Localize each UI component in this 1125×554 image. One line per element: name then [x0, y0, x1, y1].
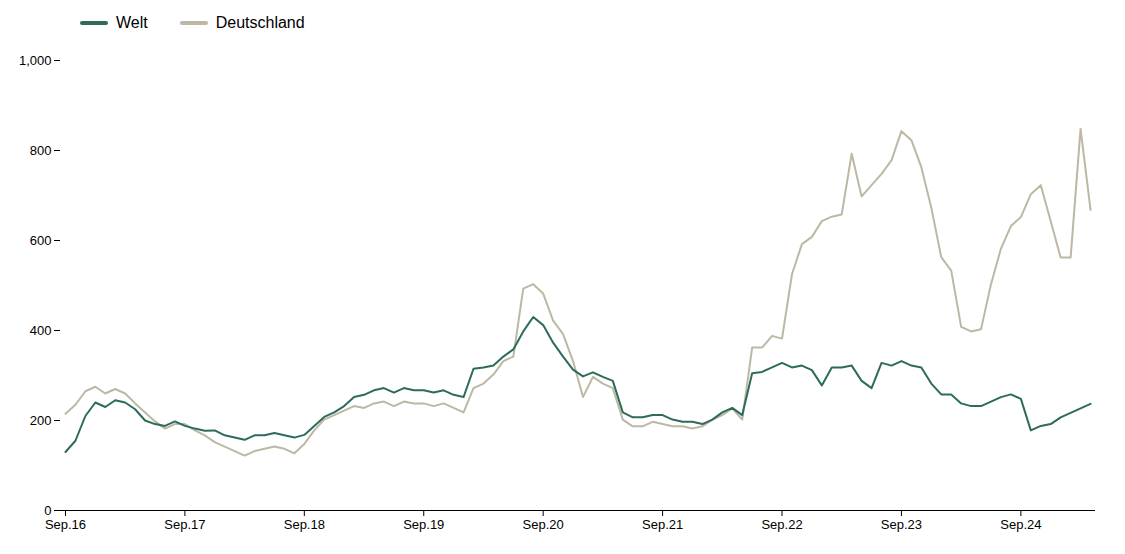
- svg-text:600: 600: [30, 233, 52, 248]
- svg-text:Sep.22: Sep.22: [761, 517, 802, 532]
- svg-text:Sep.24: Sep.24: [1000, 517, 1041, 532]
- html-text:Welt: Welt: [116, 14, 148, 31]
- svg-text:200: 200: [30, 413, 52, 428]
- svg-text:Sep.17: Sep.17: [164, 517, 205, 532]
- svg-text:Sep.20: Sep.20: [523, 517, 564, 532]
- svg-text:1,000: 1,000: [19, 53, 52, 68]
- html-text:Deutschland: Deutschland: [215, 14, 305, 31]
- svg-text:Sep.19: Sep.19: [403, 517, 444, 532]
- svg-text:Sep.23: Sep.23: [881, 517, 922, 532]
- svg-text:0: 0: [44, 503, 51, 518]
- svg-text:800: 800: [30, 143, 52, 158]
- svg-text:400: 400: [30, 323, 52, 338]
- svg-text:Sep.18: Sep.18: [284, 517, 325, 532]
- svg-text:Sep.16: Sep.16: [45, 517, 86, 532]
- svg-text:Sep.21: Sep.21: [642, 517, 683, 532]
